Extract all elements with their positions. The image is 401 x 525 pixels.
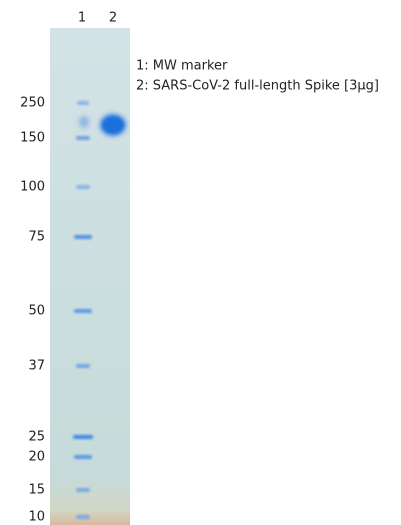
mw-label: 15 bbox=[28, 483, 45, 498]
page: 1 2 1: MW marker 2: SARS-CoV-2 full-leng… bbox=[0, 0, 401, 525]
marker-band bbox=[73, 435, 93, 439]
marker-band bbox=[76, 136, 90, 140]
marker-band bbox=[74, 455, 92, 459]
gel bbox=[50, 28, 130, 525]
mw-label: 100 bbox=[20, 180, 45, 195]
marker-band bbox=[74, 309, 92, 313]
lane-label: 1 bbox=[78, 11, 86, 26]
legend-entry: 2: SARS-CoV-2 full-length Spike [3µg] bbox=[136, 79, 379, 94]
spike-band-core bbox=[103, 117, 123, 133]
marker-band bbox=[76, 488, 90, 492]
mw-label: 37 bbox=[28, 359, 45, 374]
marker-smear bbox=[79, 116, 89, 128]
marker-band bbox=[74, 235, 92, 239]
marker-band bbox=[76, 185, 90, 189]
marker-band bbox=[76, 515, 90, 519]
mw-label: 250 bbox=[20, 96, 45, 111]
mw-label: 25 bbox=[28, 430, 45, 445]
lane-label: 2 bbox=[109, 11, 117, 26]
mw-label: 10 bbox=[28, 510, 45, 525]
mw-label: 20 bbox=[28, 450, 45, 465]
marker-band bbox=[76, 364, 90, 368]
mw-label: 150 bbox=[20, 131, 45, 146]
mw-label: 75 bbox=[28, 230, 45, 245]
legend-entry: 1: MW marker bbox=[136, 59, 228, 74]
mw-label: 50 bbox=[28, 304, 45, 319]
marker-band bbox=[77, 101, 89, 105]
gel-figure: 1 2 1: MW marker 2: SARS-CoV-2 full-leng… bbox=[0, 0, 401, 525]
